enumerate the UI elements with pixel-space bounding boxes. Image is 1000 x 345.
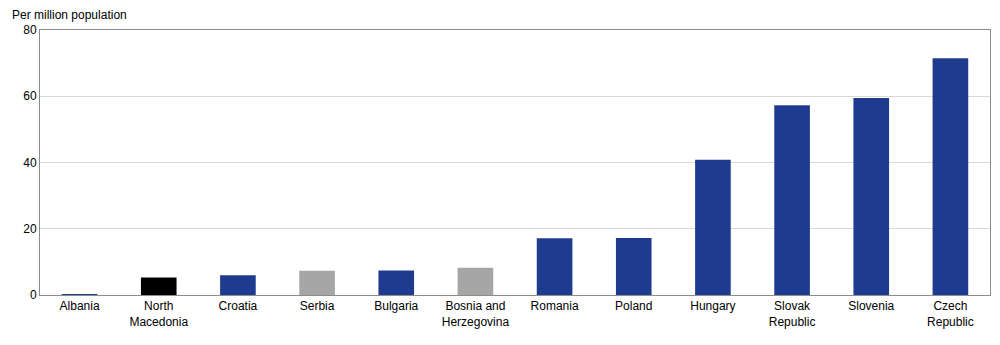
svg-text:60: 60 xyxy=(23,89,37,103)
svg-text:Albania: Albania xyxy=(60,299,100,313)
svg-text:Slovenia: Slovenia xyxy=(848,299,894,313)
svg-text:20: 20 xyxy=(23,222,37,236)
svg-text:80: 80 xyxy=(23,23,37,37)
svg-text:NorthMacedonia: NorthMacedonia xyxy=(129,299,188,329)
svg-text:Per million population: Per million population xyxy=(12,8,127,22)
svg-text:0: 0 xyxy=(30,288,37,302)
svg-text:Bosnia andHerzegovina: Bosnia andHerzegovina xyxy=(442,299,510,329)
svg-text:Serbia: Serbia xyxy=(300,299,335,313)
svg-text:Romania: Romania xyxy=(531,299,579,313)
svg-text:CzechRepublic: CzechRepublic xyxy=(927,299,974,329)
svg-text:Bulgaria: Bulgaria xyxy=(374,299,418,313)
svg-text:40: 40 xyxy=(23,156,37,170)
svg-text:Hungary: Hungary xyxy=(690,299,735,313)
svg-text:SlovakRepublic: SlovakRepublic xyxy=(769,299,816,329)
svg-text:Poland: Poland xyxy=(615,299,652,313)
svg-text:Croatia: Croatia xyxy=(219,299,258,313)
